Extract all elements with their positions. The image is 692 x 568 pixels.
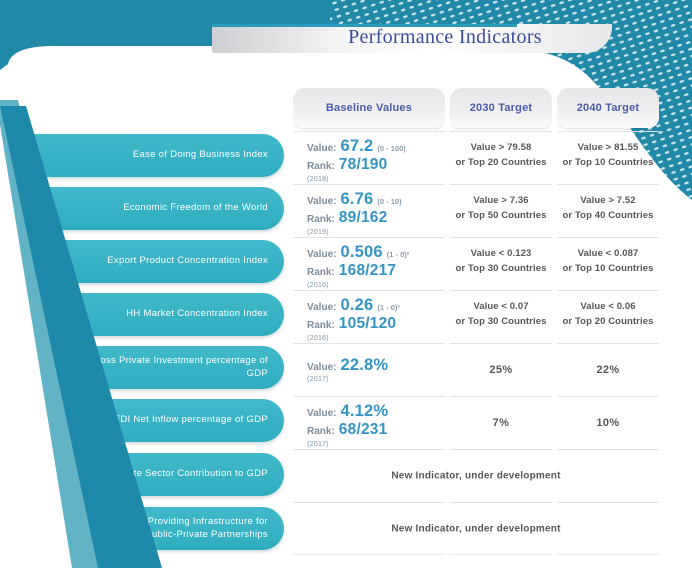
value-label: Value: <box>307 249 337 260</box>
rank-label: Rank: <box>307 320 335 332</box>
baseline-cell: Value: 6.76 (0 - 10) Rank: 89/162 (2019) <box>293 184 445 237</box>
indicator-label: HH Market Concentration Index <box>126 308 268 320</box>
table-row: New Indicator, under development <box>293 502 659 555</box>
baseline-rank: 68/231 <box>338 421 388 439</box>
baseline-value: 0.506 <box>340 243 383 261</box>
indicator-pill-gross-private-investment: Gross Private Investment percentage of G… <box>65 346 284 389</box>
column-header-2040-target: 2040 Target <box>557 88 659 128</box>
baseline-year: (2017) <box>307 374 329 384</box>
baseline-value: 22.8% <box>340 356 389 374</box>
new-indicator-note: New Indicator, under development <box>391 469 561 481</box>
target-2030-cell: Value > 7.36 or Top 50 Countries <box>450 184 552 237</box>
page-title: Performance Indicators <box>348 26 542 48</box>
baseline-rank: 89/162 <box>338 209 388 227</box>
baseline-value: 4.12% <box>340 402 389 420</box>
baseline-year: (2016) <box>307 332 329 342</box>
table-row: Value: 0.506 (1 - 0)² Rank: 168/217 (2016) … <box>293 237 659 290</box>
indicator-pill-fdi-net-inflow: FDI Net Inflow percentage of GDP <box>70 399 284 442</box>
table-row: Value: 4.12% Rank: 68/231 (2017) 7% 10% <box>293 396 659 449</box>
target-2040-cell <box>557 502 659 555</box>
table-row: New Indicator, under development <box>293 449 659 502</box>
target-2040-cell: 22% <box>557 343 659 396</box>
indicator-label: FDI Net Inflow percentage of GDP <box>114 414 268 426</box>
value-range: (0 - 100) <box>377 144 406 153</box>
indicator-pill-hh-market-concentration: HH Market Concentration Index <box>47 293 284 336</box>
target-2030-cell: Value < 0.123 or Top 30 Countries <box>450 237 552 290</box>
indicator-label: Gross Private Investment percentage of G… <box>89 354 268 379</box>
baseline-cell: Value: 0.26 (1 - 0)² Rank: 105/120 (2016) <box>293 290 445 343</box>
indicator-pill-ease-of-doing-business: Ease of Doing Business Index <box>12 134 284 177</box>
indicator-label: Export Product Concentration Index <box>107 255 268 267</box>
column-header-baseline: Baseline Values <box>293 88 445 128</box>
baseline-value: 0.26 <box>340 296 374 314</box>
baseline-year: (2018) <box>307 173 329 183</box>
baseline-cell <box>293 449 445 502</box>
baseline-cell: Value: 67.2 (0 - 100) Rank: 78/190 (2018) <box>293 131 445 184</box>
table-header-row: Baseline Values 2030 Target 2040 Target <box>293 88 659 128</box>
baseline-cell: Value: 0.506 (1 - 0)² Rank: 168/217 (2016) <box>293 237 445 290</box>
indicator-pill-ppp-infrastructure: Providing Infrastructure for Public-Priv… <box>124 507 284 550</box>
baseline-rank: 78/190 <box>338 156 388 174</box>
indicator-label: Private Sector Contribution to GDP <box>110 468 268 480</box>
baseline-rank: 105/120 <box>338 315 397 333</box>
value-label: Value: <box>307 143 337 154</box>
rank-label: Rank: <box>307 214 335 226</box>
baseline-year: (2019) <box>307 226 329 236</box>
target-2030-cell: Value < 0.07 or Top 30 Countries <box>450 290 552 343</box>
table-row: Value: 67.2 (0 - 100) Rank: 78/190 (2018) V… <box>293 131 659 184</box>
target-2040-cell: Value < 0.087 or Top 10 Countries <box>557 237 659 290</box>
target-2040-cell: Value > 7.52 or Top 40 Countries <box>557 184 659 237</box>
column-header-2030-target: 2030 Target <box>450 88 552 128</box>
target-2040-cell <box>557 449 659 502</box>
value-range: (1 - 0)² <box>377 303 400 312</box>
value-range: (1 - 0)² <box>386 250 410 259</box>
baseline-cell <box>293 502 445 555</box>
target-2030-cell <box>450 449 552 502</box>
table-row: Value: 22.8% (2017) 25% 22% <box>293 343 659 396</box>
rank-label: Rank: <box>307 267 335 279</box>
indicator-label: Economic Freedom of the World <box>123 202 268 214</box>
target-2030-cell: 25% <box>450 343 552 396</box>
target-2040-cell: Value < 0.06 or Top 20 Countries <box>557 290 659 343</box>
baseline-value: 67.2 <box>340 137 374 155</box>
table-row: Value: 6.76 (0 - 10) Rank: 89/162 (2019) Va… <box>293 184 659 237</box>
rank-label: Rank: <box>307 426 335 438</box>
indicator-label: Providing Infrastructure for Public-Priv… <box>145 515 268 540</box>
target-2030-cell: Value > 79.58 or Top 20 Countries <box>450 131 552 184</box>
value-label: Value: <box>307 302 337 313</box>
new-indicator-note: New Indicator, under development <box>391 522 561 534</box>
target-2030-cell: 7% <box>450 396 552 449</box>
baseline-rank: 168/217 <box>338 262 397 280</box>
title-ribbon <box>212 24 612 53</box>
value-label: Value: <box>307 408 337 419</box>
indicator-label: Ease of Doing Business Index <box>132 149 268 161</box>
baseline-cell: Value: 4.12% Rank: 68/231 (2017) <box>293 396 445 449</box>
target-2030-cell <box>450 502 552 555</box>
baseline-value: 6.76 <box>340 190 374 208</box>
indicators-table: Baseline Values 2030 Target 2040 Target … <box>293 88 659 555</box>
indicator-pill-private-sector-contribution: Private Sector Contribution to GDP <box>86 453 284 496</box>
indicator-pill-export-concentration: Export Product Concentration Index <box>32 240 284 283</box>
value-range: (0 - 10) <box>377 197 402 206</box>
table-row: Value: 0.26 (1 - 0)² Rank: 105/120 (2016) V… <box>293 290 659 343</box>
indicator-pill-economic-freedom: Economic Freedom of the World <box>25 187 284 230</box>
rank-label: Rank: <box>307 161 335 173</box>
value-label: Value: <box>307 362 337 373</box>
baseline-year: (2017) <box>307 438 329 448</box>
target-2040-cell: Value > 81.55 or Top 10 Countries <box>557 131 659 184</box>
baseline-year: (2016) <box>307 279 329 289</box>
baseline-cell: Value: 22.8% (2017) <box>293 343 445 396</box>
value-label: Value: <box>307 196 337 207</box>
target-2040-cell: 10% <box>557 396 659 449</box>
